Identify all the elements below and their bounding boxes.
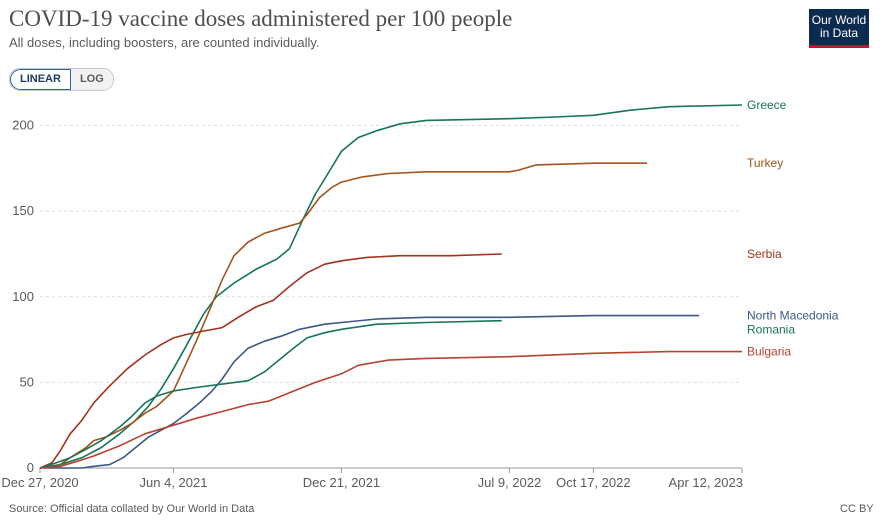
- y-tick-label: 50: [20, 374, 34, 389]
- logo-line-2: in Data: [819, 26, 859, 40]
- y-tick-label: 0: [27, 460, 34, 475]
- y-tick-label: 150: [12, 203, 34, 218]
- chart-subtitle: All doses, including boosters, are count…: [9, 35, 320, 50]
- y-tick-label: 100: [12, 289, 34, 304]
- series-label-greece: Greece: [747, 98, 787, 112]
- x-tick-label: Jun 4, 2021: [140, 475, 208, 490]
- series-label-turkey: Turkey: [747, 156, 783, 170]
- source-note: Source: Official data collated by Our Wo…: [9, 503, 255, 515]
- series-label-romania: Romania: [747, 323, 795, 337]
- license-label[interactable]: CC BY: [840, 503, 874, 515]
- x-tick-label: Jul 9, 2022: [478, 475, 542, 490]
- series-label-north-macedonia: North Macedonia: [747, 309, 839, 323]
- owid-logo[interactable]: Our World in Data: [809, 9, 869, 48]
- x-tick-label: Dec 21, 2021: [303, 475, 380, 490]
- chart-title: COVID-19 vaccine doses administered per …: [9, 6, 513, 31]
- x-tick-label: Apr 12, 2023: [669, 475, 743, 490]
- y-tick-label: 200: [12, 118, 34, 133]
- log-scale-button[interactable]: LOG: [70, 69, 113, 90]
- linear-scale-button[interactable]: LINEAR: [10, 69, 71, 90]
- series-line-north-macedonia: [40, 314, 700, 469]
- series-line-serbia: [39, 253, 502, 469]
- series-line-bulgaria: [39, 350, 742, 469]
- series-label-bulgaria: Bulgaria: [747, 345, 791, 359]
- series-line-turkey: [54, 162, 648, 469]
- series-label-serbia: Serbia: [747, 247, 782, 261]
- scale-toggle: LINEAR LOG: [9, 68, 114, 91]
- logo-line-1: Our World: [811, 13, 867, 27]
- series-line-romania: [39, 319, 502, 469]
- x-tick-label: Dec 27, 2020: [1, 475, 78, 490]
- x-tick-label: Oct 17, 2022: [556, 475, 630, 490]
